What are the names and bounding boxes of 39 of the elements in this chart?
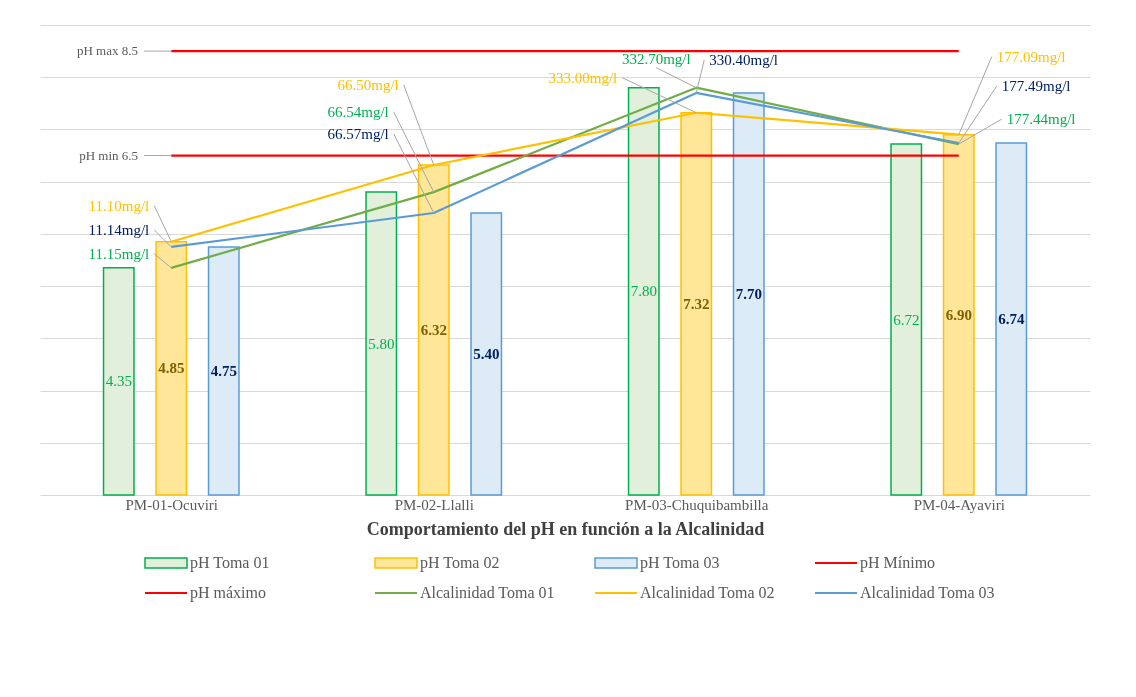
data-label: 6.32 xyxy=(420,321,447,338)
legend-label: pH Mínimo xyxy=(860,554,936,572)
x-tick-label: PM-01-Ocuviri xyxy=(125,496,218,513)
legend-label: Alcalinidad Toma 03 xyxy=(860,584,995,601)
annotation: 330.40mg/l xyxy=(709,51,779,68)
data-label: 6.74 xyxy=(998,311,1025,328)
annotation: 11.15mg/l xyxy=(88,245,150,262)
legend-label: Alcalinidad Toma 01 xyxy=(420,584,555,601)
data-label: 4.35 xyxy=(105,373,132,390)
annotation: pH max 8.5 xyxy=(76,43,138,59)
legend-label: pH máximo xyxy=(190,584,266,602)
annotation: 177.49mg/l xyxy=(1001,78,1071,95)
data-label: 7.70 xyxy=(735,285,762,302)
annotation: 332.70mg/l xyxy=(621,50,691,67)
legend-label: pH Toma 01 xyxy=(190,554,270,572)
annotation: 11.10mg/l xyxy=(88,197,150,214)
annotation: 11.14mg/l xyxy=(88,221,150,238)
data-label: 7.80 xyxy=(630,283,657,300)
annotation: 66.57mg/l xyxy=(327,126,389,142)
annotation: 66.50mg/l xyxy=(337,76,399,93)
legend-label: Alcalinidad Toma 02 xyxy=(640,584,775,601)
x-tick-label: PM-04-Ayaviri xyxy=(913,496,1005,513)
data-label: 4.85 xyxy=(158,360,185,377)
annotation: 177.09mg/l xyxy=(996,48,1066,65)
data-label: 5.40 xyxy=(473,346,500,362)
data-label: 5.80 xyxy=(368,335,395,352)
annotation: pH min 6.5 xyxy=(79,147,138,163)
legend-label: pH Toma 03 xyxy=(640,554,720,572)
data-label: 6.72 xyxy=(893,311,920,328)
data-label: 7.32 xyxy=(683,295,710,312)
annotation: 333.00mg/l xyxy=(548,69,618,86)
legend-label: pH Toma 02 xyxy=(420,554,500,572)
x-tick-label: PM-02-Llalli xyxy=(394,496,474,513)
annotation: 66.54mg/l xyxy=(327,104,389,121)
x-axis-title: Comportamiento del pH en función a la Alcalinidad xyxy=(366,518,765,539)
data-label: 4.75 xyxy=(210,362,237,379)
x-tick-label: PM-03-Chuquibambilla xyxy=(625,496,769,513)
annotation: 177.44mg/l xyxy=(1006,111,1076,128)
data-label: 6.90 xyxy=(945,306,972,323)
